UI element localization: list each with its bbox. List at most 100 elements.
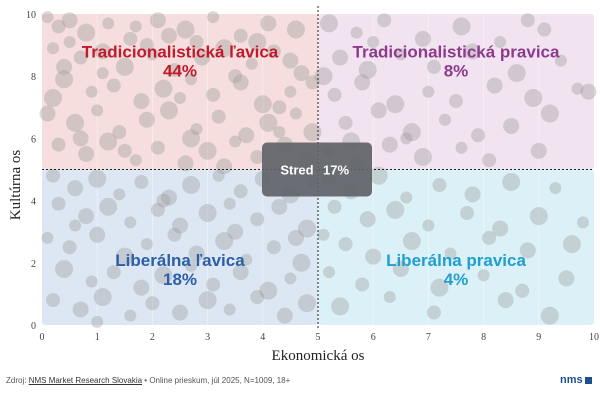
data-point	[139, 38, 154, 53]
data-point	[503, 117, 520, 134]
data-point	[44, 88, 63, 107]
data-point	[580, 83, 597, 100]
data-point	[303, 123, 322, 142]
data-point	[286, 20, 305, 39]
data-point	[293, 65, 310, 82]
data-point	[211, 109, 226, 124]
data-point	[540, 104, 559, 123]
center-value: 17%	[323, 163, 349, 178]
data-point	[383, 291, 396, 304]
data-point	[452, 17, 471, 36]
data-point	[482, 153, 497, 168]
data-point	[392, 261, 409, 278]
data-point	[140, 238, 153, 251]
data-point	[41, 11, 54, 24]
quadrant-bl-value: 18%	[163, 270, 197, 289]
y-tick-label: 10	[26, 10, 36, 21]
data-point	[102, 17, 115, 30]
data-point	[515, 283, 530, 298]
data-point	[215, 39, 234, 58]
data-point	[497, 292, 514, 309]
data-point	[350, 26, 363, 39]
data-point	[482, 230, 497, 245]
data-point	[549, 182, 562, 195]
data-point	[292, 253, 311, 272]
y-axis-label: Kultúrna os	[8, 150, 24, 221]
data-point	[537, 22, 552, 37]
data-point	[154, 79, 173, 98]
data-point	[317, 228, 330, 241]
logo-mark-icon	[584, 376, 592, 384]
data-point	[377, 13, 392, 28]
data-point	[177, 155, 194, 172]
data-point	[185, 259, 198, 272]
center-box	[262, 142, 372, 197]
x-axis-label: Ekonomická os	[272, 348, 365, 364]
data-point	[123, 31, 138, 46]
data-point	[91, 315, 104, 328]
data-point	[172, 304, 188, 321]
quadrant-br-label: Liberálna pravica	[386, 251, 526, 270]
data-point	[554, 54, 567, 67]
data-point	[282, 52, 299, 69]
data-point	[150, 202, 165, 217]
x-tick-label: 2	[150, 332, 155, 343]
data-point	[176, 20, 195, 39]
data-point	[507, 64, 526, 83]
data-point	[77, 23, 96, 42]
data-point	[327, 199, 342, 214]
data-point	[167, 227, 182, 242]
data-point	[297, 219, 316, 238]
source-link[interactable]: NMS Market Research Slovakia	[28, 376, 143, 385]
data-point	[51, 196, 66, 211]
x-tick-label: 9	[536, 332, 541, 343]
data-point	[85, 85, 98, 98]
data-point	[67, 180, 84, 197]
data-point	[215, 232, 234, 251]
data-point	[402, 232, 421, 251]
data-point	[287, 229, 304, 246]
data-point	[172, 217, 188, 234]
data-point	[182, 129, 201, 148]
data-point	[89, 226, 106, 243]
x-tick-label: 1	[95, 332, 100, 343]
data-point	[432, 178, 447, 193]
x-tick-label: 4	[260, 332, 265, 343]
data-point	[394, 48, 407, 61]
data-point	[449, 94, 463, 109]
data-point	[51, 137, 66, 152]
quadrant-tr-value: 8%	[444, 62, 469, 81]
data-point	[327, 87, 342, 102]
data-point	[240, 253, 253, 266]
data-point	[159, 101, 178, 120]
data-point	[253, 95, 272, 114]
data-point	[198, 291, 217, 310]
data-point	[386, 95, 405, 114]
data-point	[154, 266, 173, 285]
data-point	[386, 200, 405, 219]
y-tick-label: 0	[31, 321, 36, 332]
data-point	[272, 100, 287, 115]
quadrant-bl-bg	[42, 169, 318, 325]
data-point	[284, 272, 297, 285]
data-point	[259, 281, 278, 300]
data-point	[223, 303, 236, 316]
quadrant-backgrounds	[42, 14, 594, 325]
data-point	[73, 50, 88, 65]
data-point	[94, 43, 111, 60]
data-point	[266, 240, 281, 255]
data-point	[129, 154, 142, 167]
data-point	[62, 240, 77, 255]
data-point	[519, 242, 536, 259]
data-point	[438, 113, 451, 126]
source-prefix: Zdroj:	[6, 376, 27, 385]
data-point	[99, 132, 118, 151]
data-point	[402, 123, 421, 142]
y-tick-label: 6	[31, 134, 36, 145]
data-point	[259, 113, 278, 132]
data-point	[492, 220, 509, 237]
logo-text: nms	[560, 374, 583, 386]
source-details: • Online prieskum, júl 2025, N=1009, 18+	[144, 376, 291, 385]
data-point	[134, 174, 149, 189]
